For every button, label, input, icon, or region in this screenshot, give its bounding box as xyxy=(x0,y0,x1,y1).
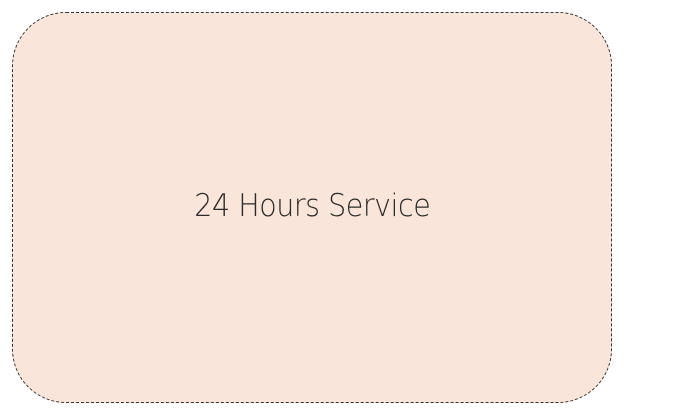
service-card: 24 Hours Service xyxy=(12,12,612,403)
service-card-label: 24 Hours Service xyxy=(193,187,431,224)
